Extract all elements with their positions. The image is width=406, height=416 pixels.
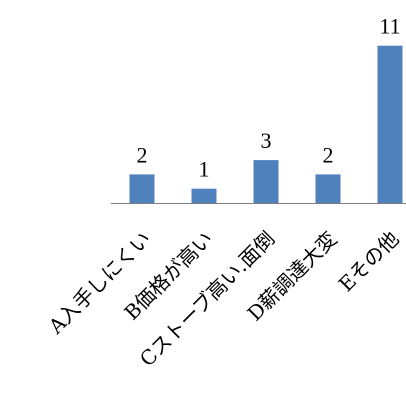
bars-group bbox=[129, 45, 403, 204]
bar-3 bbox=[253, 160, 279, 203]
data-label-5: 11 bbox=[379, 14, 400, 39]
bar-2 bbox=[191, 188, 217, 203]
data-label-1: 2 bbox=[137, 142, 148, 167]
data-label-4: 2 bbox=[323, 142, 334, 167]
category-label-5: Eその他 bbox=[334, 227, 404, 297]
bar-5 bbox=[377, 45, 403, 204]
data-label-3: 3 bbox=[261, 128, 272, 153]
bar-1 bbox=[129, 174, 155, 203]
data-label-2: 1 bbox=[199, 157, 210, 182]
bar-4 bbox=[315, 174, 341, 203]
data-labels-group: 2 1 3 2 11 bbox=[137, 14, 401, 182]
